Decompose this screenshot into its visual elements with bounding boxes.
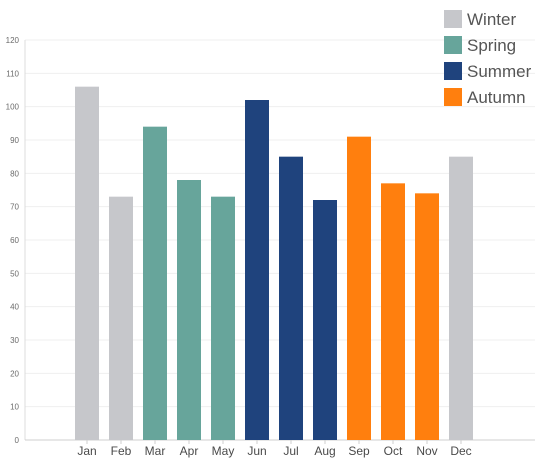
y-tick-label: 60 [10,236,19,245]
y-tick-label: 90 [10,136,19,145]
bar-dec [449,156,473,440]
y-tick-label: 100 [6,103,20,112]
bar-oct [381,183,405,441]
legend: Winter Spring Summer Autumn [444,10,532,107]
legend-label-summer: Summer [467,62,532,81]
y-tick-label: 70 [10,203,19,212]
bar-jun [245,100,269,440]
legend-swatch-summer [444,62,462,80]
bars [75,86,473,441]
y-tick-label: 110 [6,69,19,78]
bar-feb [109,196,133,440]
y-tick-label: 10 [10,403,19,412]
legend-swatch-winter [444,10,462,28]
y-axis-ticks: 0 10 20 30 40 50 60 70 80 90 100 110 120 [6,36,20,445]
x-tick-label: Jun [247,444,266,458]
x-tick-label: Aug [314,444,335,458]
bar-mar [143,126,167,441]
legend-swatch-autumn [444,88,462,106]
y-tick-label: 120 [6,36,20,45]
bar-jan [75,86,99,441]
bar-aug [313,200,337,440]
legend-label-spring: Spring [467,36,516,55]
x-tick-label: Oct [384,444,403,458]
bar-jul [279,156,303,440]
legend-label-winter: Winter [467,10,516,29]
x-tick-label: Nov [416,444,437,458]
x-tick-label: Dec [450,444,471,458]
y-tick-label: 40 [10,303,19,312]
bar-nov [415,193,439,440]
legend-swatch-spring [444,36,462,54]
x-tick-label: Apr [180,444,199,458]
x-tick-label: Feb [111,444,132,458]
y-tick-label: 0 [15,436,20,445]
x-tick-label: Sep [348,444,370,458]
y-tick-label: 50 [10,269,19,278]
y-tick-label: 80 [10,169,19,178]
legend-label-autumn: Autumn [467,88,526,107]
x-tick-label: May [212,444,235,458]
x-tick-label: Jul [283,444,298,458]
y-tick-label: 20 [10,369,19,378]
x-axis-ticks: Jan Feb Mar Apr May Jun Jul Aug Sep Oct Nov Dec [77,440,472,458]
bar-apr [177,180,201,440]
x-tick-label: Mar [145,444,166,458]
x-tick-label: Jan [77,444,96,458]
bar-may [211,196,235,440]
y-tick-label: 30 [10,336,19,345]
bar-sep [347,136,371,440]
